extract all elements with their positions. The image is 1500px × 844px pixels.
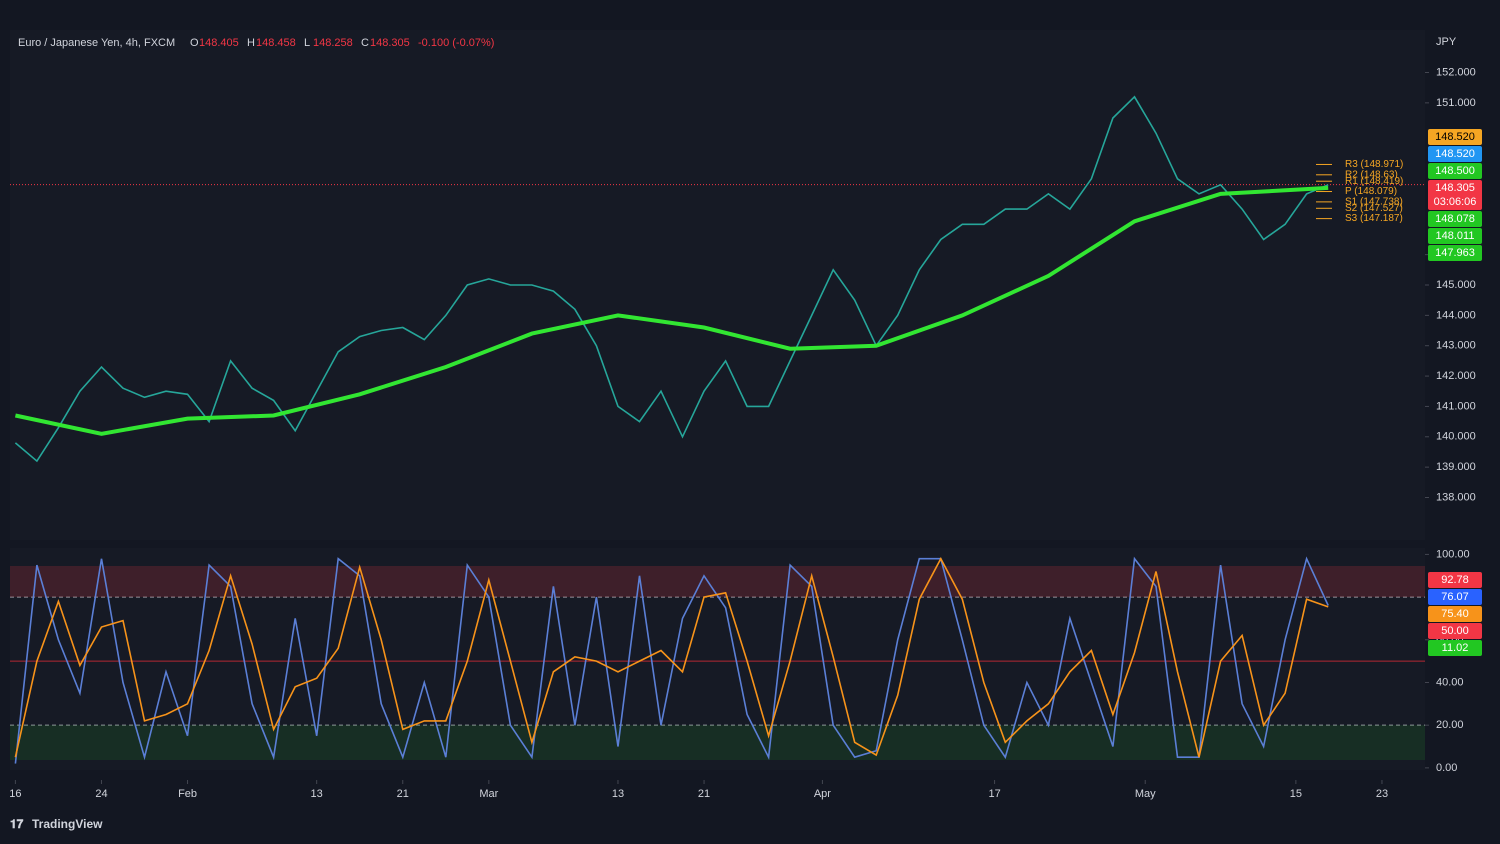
change: -0.100 (-0.07%): [418, 37, 494, 49]
x-tick-label: 23: [1376, 788, 1388, 800]
x-tick-label: 15: [1290, 788, 1302, 800]
y-tick-label: 144.000: [1436, 309, 1476, 321]
x-tick-label: 21: [698, 788, 710, 800]
price-tag: [1428, 589, 1482, 605]
price-tag-label: 148.011: [1436, 230, 1475, 242]
price-tag: [1428, 640, 1482, 656]
oscillator-panel: [10, 548, 1425, 770]
x-tick-label: Mar: [479, 788, 498, 800]
chart-title: Euro / Japanese Yen, 4h, FXCM: [18, 37, 175, 49]
y-tick-label: 20.00: [1436, 719, 1464, 731]
ohlc-label: O: [190, 37, 199, 49]
pivot-label: S2 (147.527): [1345, 203, 1403, 214]
pivot-label: R1 (148.419): [1345, 176, 1403, 187]
price-tag-label: 50.00: [1441, 625, 1469, 637]
price-panel: [10, 30, 1425, 540]
x-tick-label: 16: [9, 788, 21, 800]
x-tick-label: Feb: [178, 788, 197, 800]
y-tick-label: 138.000: [1436, 491, 1476, 503]
y-tick-label: 140.000: [1436, 431, 1476, 443]
price-tag: [1428, 129, 1482, 145]
pivot-label: P (148.079): [1345, 186, 1397, 197]
y-tick-label: 0.00: [1436, 762, 1457, 774]
x-tick-label: May: [1135, 788, 1156, 800]
series-line: [14, 556, 1329, 758]
price-tag-label: 147.963: [1435, 247, 1475, 259]
ohlc-value: 148.458: [256, 37, 296, 49]
series-line: [14, 556, 1329, 764]
x-tick-label: 13: [311, 788, 323, 800]
y-tick-label: 145.000: [1436, 279, 1476, 291]
price-tag-sublabel: 03:06:06: [1434, 196, 1477, 208]
x-tick-label: 21: [397, 788, 409, 800]
pivot-label: S1 (147.738): [1345, 197, 1403, 208]
price-tag-label: 11.02: [1442, 642, 1469, 654]
price-tag-label: 92.78: [1441, 574, 1469, 586]
price-tag: [1428, 572, 1482, 588]
price-tag-label: 148.500: [1435, 165, 1475, 177]
overbought-zone: [10, 566, 1425, 598]
x-tick-label: 17: [988, 788, 1000, 800]
price-tag-label: 148.520: [1435, 131, 1475, 143]
price-tag: [1428, 180, 1482, 210]
footer: TradingView: [32, 817, 103, 831]
y-tick-label: 40.00: [1436, 676, 1464, 688]
y-tick-label: 139.000: [1436, 461, 1476, 473]
x-tick-label: 24: [95, 788, 107, 800]
ohlc-value: 148.405: [199, 37, 239, 49]
y-tick-label: 151.000: [1436, 97, 1476, 109]
x-tick-label: 13: [612, 788, 624, 800]
y-tick-label: 141.000: [1436, 400, 1476, 412]
price-tag-label: 75.40: [1441, 608, 1469, 620]
price-tag-label: 148.078: [1435, 213, 1475, 225]
ohlc-label: L: [304, 37, 310, 49]
price-tag-label: 148.305: [1435, 182, 1475, 194]
price-tag: [1428, 146, 1482, 162]
ohlc-value: 148.258: [313, 37, 353, 49]
y-tick-label: 143.000: [1436, 340, 1476, 352]
price-tag: [1428, 245, 1482, 261]
ohlc-label: H: [247, 37, 255, 49]
y-tick-label: 152.000: [1436, 66, 1476, 78]
price-tag: [1428, 228, 1482, 244]
price-tag: [1428, 606, 1482, 622]
series-line: [14, 185, 1329, 436]
series-line: [14, 95, 1329, 463]
currency: JPY: [1436, 36, 1457, 48]
pivot-label: R2 (148.63): [1345, 169, 1398, 180]
pivot-label: R3 (148.971): [1345, 159, 1403, 170]
pivot-label: S3 (147.187): [1345, 213, 1403, 224]
y-tick-label: 100.00: [1436, 548, 1470, 560]
ohlc-value: 148.305: [370, 37, 410, 49]
oversold-zone: [10, 725, 1425, 760]
price-tag: [1428, 211, 1482, 227]
price-tag-label: 76.07: [1441, 591, 1469, 603]
logo: 𝟏𝟕: [10, 817, 24, 831]
price-tag-label: 148.520: [1435, 148, 1475, 160]
price-tag: [1428, 623, 1482, 639]
y-tick-label: 142.000: [1436, 370, 1476, 382]
x-tick-label: Apr: [814, 788, 831, 800]
price-tag: [1428, 163, 1482, 179]
ohlc-label: C: [361, 37, 369, 49]
